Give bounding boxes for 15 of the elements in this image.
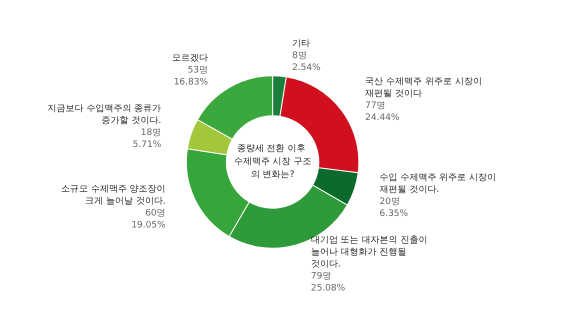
- slice-label: 국산 수제맥주 위주로 시장이 재편될 것이다: [365, 77, 482, 100]
- slice-label: 소규모 수제맥주 양조장이 크게 늘어날 것이다.: [60, 184, 166, 207]
- slice-label: 대기업 또는 대자본의 진출이 늘어나 대형화가 진행될 것이다.: [310, 236, 428, 270]
- data-label: 53명 16.83%: [174, 65, 208, 88]
- slice-label: 수입 수제맥주 위주로 시장이 재편될 것이다.: [379, 172, 496, 195]
- data-label: 77명 24.44%: [365, 101, 400, 124]
- slice-label: 지금보다 수입맥주의 종류가 증가할 것이다.: [48, 104, 162, 126]
- text: 종량세 전환 이후 수제맥주 시장 구조의 변화는?: [234, 144, 312, 180]
- data-label: 60명 19.05%: [131, 208, 166, 231]
- slice-label: 모르겠다: [172, 53, 208, 64]
- data-label: 20명 6.35%: [379, 196, 409, 219]
- data-label: 8명 2.54%: [292, 51, 322, 74]
- slice-label: 기타: [292, 39, 310, 50]
- data-label: 18명 5.71%: [132, 128, 162, 150]
- data-label: 79명 25.08%: [310, 272, 346, 294]
